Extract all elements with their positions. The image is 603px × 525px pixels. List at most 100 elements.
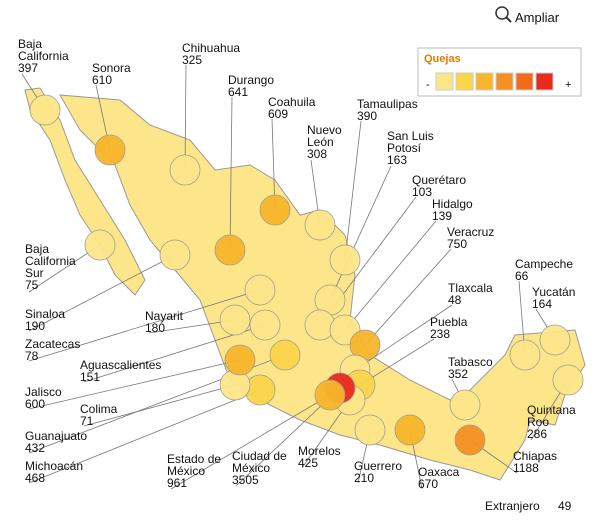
state-region <box>244 274 276 306</box>
state-region <box>84 229 116 261</box>
state-region <box>219 304 251 336</box>
leader-line <box>364 248 452 346</box>
state-value: 180 <box>145 321 165 335</box>
state-value: 151 <box>80 370 100 384</box>
state-name: Ciudad de México <box>232 449 287 475</box>
state-value: 163 <box>387 153 407 167</box>
leader-line <box>28 389 261 484</box>
leader-line <box>83 384 236 427</box>
state-region <box>259 194 291 226</box>
state-name: Jalisco <box>25 385 62 399</box>
legend-swatch <box>515 72 534 91</box>
state-region <box>169 154 201 186</box>
abroad-value: 49 <box>558 499 572 513</box>
state-value: 352 <box>448 367 468 381</box>
state-value: 961 <box>167 476 187 490</box>
state-region <box>314 379 346 411</box>
zoom-button[interactable]: Ampliar <box>495 6 560 25</box>
state-value: 325 <box>182 53 202 67</box>
state-name: Morelos <box>298 444 341 458</box>
state-name: Guanajuato <box>25 429 87 443</box>
state-name: Tamaulipas <box>357 97 418 111</box>
state-value: 468 <box>25 471 45 485</box>
state-name: Quintana Roo <box>527 403 576 429</box>
leader-line <box>329 165 392 301</box>
state-region <box>159 239 191 271</box>
state-value: 238 <box>430 327 450 341</box>
state-region <box>329 244 361 276</box>
state-value: 432 <box>25 441 45 455</box>
state-region <box>394 414 426 446</box>
state-value: 48 <box>448 293 462 307</box>
state-name: Oaxaca <box>418 465 460 479</box>
state-name: Querétaro <box>412 173 466 187</box>
state-value: 390 <box>357 109 377 123</box>
legend-low: - <box>426 79 430 91</box>
state-region <box>449 389 481 421</box>
state-region <box>552 364 584 396</box>
state-value: 641 <box>228 85 248 99</box>
state-name: Durango <box>228 73 274 87</box>
state-name: Tabasco <box>448 355 493 369</box>
state-value: 78 <box>25 349 39 363</box>
state-name: Estado de México <box>167 452 221 478</box>
legend-swatch <box>535 72 554 91</box>
state-name: Yucatán <box>532 285 575 299</box>
legend-swatch <box>475 72 494 91</box>
state-value: 286 <box>527 427 547 441</box>
state-name: Nuevo León <box>307 123 342 149</box>
legend-high: + <box>565 79 571 91</box>
state-region <box>269 339 301 371</box>
state-name: Colima <box>80 402 118 416</box>
state-value: 210 <box>354 471 374 485</box>
leader-line <box>229 96 233 251</box>
state-region <box>304 209 336 241</box>
state-name: Campeche <box>515 257 573 271</box>
legend-swatch <box>435 72 454 91</box>
state-value: 164 <box>532 297 552 311</box>
state-value: 600 <box>25 397 45 411</box>
state-value: 397 <box>18 61 38 75</box>
leader-line <box>28 254 176 332</box>
state-name: Hidalgo <box>432 197 473 211</box>
state-name: Puebla <box>430 315 468 329</box>
state-region <box>454 424 486 456</box>
leader-line <box>354 304 453 371</box>
state-name: Coahuila <box>268 95 316 109</box>
state-value: 190 <box>25 319 45 333</box>
state-name: Baja California <box>18 37 69 63</box>
state-name: Sinaloa <box>25 307 65 321</box>
state-value: 1188 <box>513 461 539 475</box>
state-value: 66 <box>515 269 529 283</box>
legend-swatch <box>455 72 474 91</box>
state-value: 103 <box>412 185 432 199</box>
zoom-icon-handle <box>505 16 512 23</box>
abroad-name: Extranjero <box>485 499 540 513</box>
state-name: Sonora <box>92 61 131 75</box>
legend-swatch <box>495 72 514 91</box>
state-value: 609 <box>268 107 288 121</box>
leader-line <box>170 394 331 490</box>
state-value: 425 <box>298 456 318 470</box>
state-region <box>354 414 386 446</box>
leader-line <box>28 289 261 362</box>
state-name: Chihuahua <box>182 41 240 55</box>
state-value: 670 <box>418 477 438 491</box>
state-region <box>249 309 281 341</box>
state-region <box>509 339 541 371</box>
state-name: Guerrero <box>354 459 402 473</box>
leader-line <box>184 64 187 171</box>
state-name: Tlaxcala <box>448 281 493 295</box>
state-value: 75 <box>25 278 39 292</box>
leader-line <box>344 120 362 261</box>
zoom-label[interactable]: Ampliar <box>515 10 560 25</box>
state-value: 750 <box>447 237 467 251</box>
state-name: Baja California Sur <box>25 242 76 280</box>
state-value: 610 <box>92 73 112 87</box>
zoom-icon <box>495 6 509 20</box>
state-name: Veracruz <box>447 225 494 239</box>
state-region <box>224 344 256 376</box>
state-value: 71 <box>80 414 94 428</box>
state-value: 3505 <box>232 473 259 487</box>
state-value: 308 <box>307 147 327 161</box>
